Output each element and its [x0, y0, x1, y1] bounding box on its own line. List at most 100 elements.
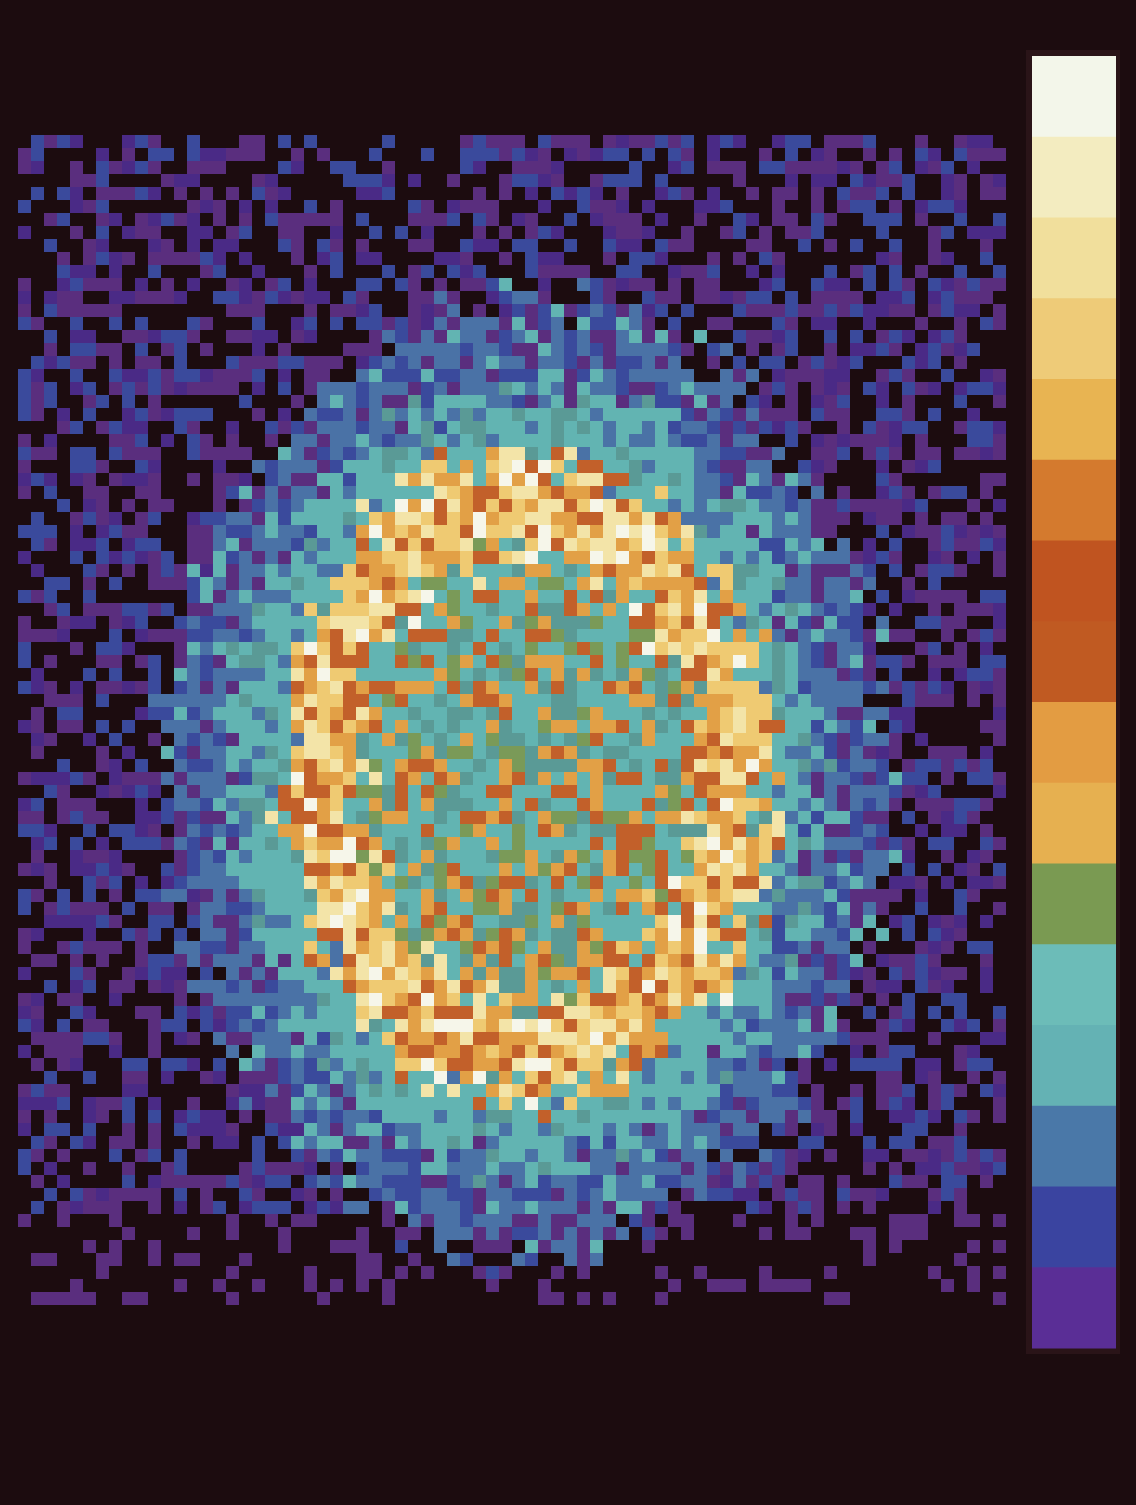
pixel	[265, 486, 278, 499]
pixel	[668, 681, 681, 694]
pixel	[44, 876, 57, 889]
pixel	[525, 694, 538, 707]
pixel	[473, 1123, 486, 1136]
pixel	[356, 1019, 369, 1032]
pixel	[538, 590, 551, 603]
pixel	[200, 252, 213, 265]
pixel	[551, 993, 564, 1006]
pixel	[369, 1084, 382, 1097]
pixel	[122, 980, 135, 993]
pixel	[538, 512, 551, 525]
pixel	[811, 1110, 824, 1123]
pixel	[564, 434, 577, 447]
pixel	[785, 1097, 798, 1110]
pixel	[499, 473, 512, 486]
pixel	[317, 993, 330, 1006]
pixel	[642, 1084, 655, 1097]
pixel	[434, 1162, 447, 1175]
pixel	[18, 655, 31, 668]
pixel	[889, 889, 902, 902]
pixel	[83, 967, 96, 980]
pixel	[395, 720, 408, 733]
pixel	[226, 863, 239, 876]
pixel	[590, 902, 603, 915]
pixel	[187, 798, 200, 811]
pixel	[109, 551, 122, 564]
pixel	[863, 733, 876, 746]
pixel	[941, 1136, 954, 1149]
pixel	[525, 291, 538, 304]
pixel	[226, 1032, 239, 1045]
pixel	[798, 642, 811, 655]
pixel	[83, 265, 96, 278]
pixel	[408, 486, 421, 499]
pixel	[603, 1071, 616, 1084]
pixel	[980, 850, 993, 863]
pixel	[265, 1019, 278, 1032]
pixel	[551, 317, 564, 330]
pixel	[629, 1071, 642, 1084]
pixel	[486, 330, 499, 343]
pixel	[226, 681, 239, 694]
pixel	[681, 902, 694, 915]
pixel	[499, 174, 512, 187]
pixel	[317, 980, 330, 993]
pixel	[356, 629, 369, 642]
pixel	[772, 1123, 785, 1136]
pixel	[564, 1045, 577, 1058]
pixel	[928, 239, 941, 252]
pixel	[616, 967, 629, 980]
pixel	[603, 681, 616, 694]
pixel	[304, 941, 317, 954]
pixel	[304, 1045, 317, 1058]
pixel	[512, 1136, 525, 1149]
pixel	[668, 824, 681, 837]
pixel	[226, 1227, 239, 1240]
pixel	[850, 434, 863, 447]
pixel	[499, 772, 512, 785]
pixel	[369, 590, 382, 603]
pixel	[811, 863, 824, 876]
pixel	[83, 980, 96, 993]
pixel	[941, 278, 954, 291]
pixel	[460, 369, 473, 382]
pixel	[629, 681, 642, 694]
pixel	[785, 863, 798, 876]
pixel	[330, 421, 343, 434]
pixel	[759, 733, 772, 746]
pixel	[239, 1162, 252, 1175]
pixel	[408, 512, 421, 525]
pixel	[408, 408, 421, 421]
pixel	[681, 1045, 694, 1058]
pixel	[876, 772, 889, 785]
pixel	[330, 811, 343, 824]
pixel	[421, 681, 434, 694]
pixel	[408, 317, 421, 330]
pixel	[694, 928, 707, 941]
pixel	[577, 642, 590, 655]
pixel	[304, 824, 317, 837]
pixel	[395, 954, 408, 967]
pixel	[590, 590, 603, 603]
pixel	[499, 837, 512, 850]
pixel	[486, 564, 499, 577]
pixel	[278, 1123, 291, 1136]
pixel	[642, 655, 655, 668]
pixel	[291, 759, 304, 772]
pixel	[811, 876, 824, 889]
pixel	[109, 369, 122, 382]
pixel	[18, 382, 31, 395]
pixel	[434, 512, 447, 525]
pixel	[837, 850, 850, 863]
pixel	[395, 356, 408, 369]
pixel	[239, 538, 252, 551]
pixel	[759, 499, 772, 512]
pixel	[161, 239, 174, 252]
pixel	[863, 837, 876, 850]
pixel	[928, 200, 941, 213]
pixel	[772, 551, 785, 564]
pixel	[135, 759, 148, 772]
pixel	[642, 681, 655, 694]
pixel	[538, 694, 551, 707]
pixel	[356, 278, 369, 291]
